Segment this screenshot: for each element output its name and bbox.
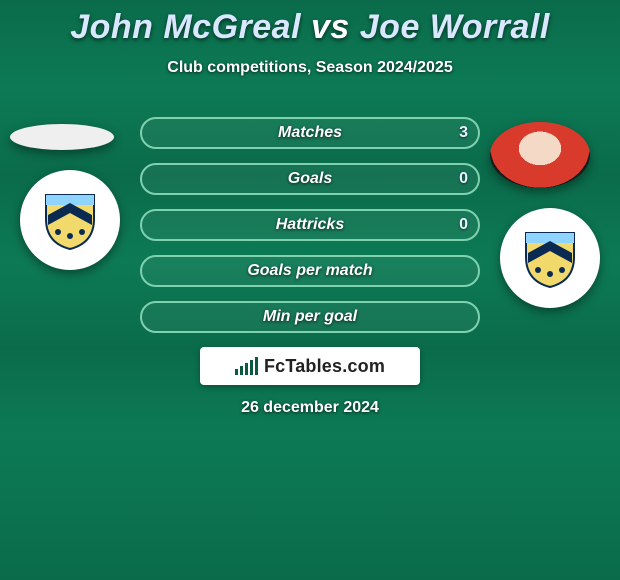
stat-row-hattricks: Hattricks 0 bbox=[140, 209, 480, 241]
shield-icon bbox=[43, 189, 97, 251]
stat-value-right: 0 bbox=[459, 216, 468, 234]
vs-label: vs bbox=[311, 8, 350, 46]
stat-label: Goals per match bbox=[247, 262, 372, 280]
watermark-badge: FcTables.com bbox=[200, 347, 420, 385]
stat-value-right: 0 bbox=[459, 170, 468, 188]
player1-name: John McGreal bbox=[70, 8, 301, 46]
stats-container: Matches 3 Goals 0 Hattricks 0 Goals per … bbox=[140, 117, 480, 333]
stat-label: Goals bbox=[288, 170, 332, 188]
stat-value-right: 3 bbox=[459, 124, 468, 142]
competition-subtitle: Club competitions, Season 2024/2025 bbox=[0, 59, 620, 77]
bar bbox=[250, 360, 253, 375]
bar bbox=[255, 357, 258, 375]
player1-club-crest bbox=[20, 170, 120, 270]
bars-icon bbox=[235, 357, 258, 375]
comparison-title: John McGreal vs Joe Worrall bbox=[0, 0, 620, 47]
player1-avatar bbox=[10, 124, 114, 150]
player2-avatar bbox=[490, 122, 590, 188]
stat-row-goals-per-match: Goals per match bbox=[140, 255, 480, 287]
player2-club-crest bbox=[500, 208, 600, 308]
shield-icon bbox=[523, 227, 577, 289]
watermark-text: FcTables.com bbox=[264, 356, 385, 377]
player2-name: Joe Worrall bbox=[360, 8, 550, 46]
snapshot-date: 26 december 2024 bbox=[0, 399, 620, 417]
stat-label: Hattricks bbox=[276, 216, 344, 234]
bar bbox=[240, 366, 243, 375]
stat-row-matches: Matches 3 bbox=[140, 117, 480, 149]
stat-label: Matches bbox=[278, 124, 342, 142]
stat-row-goals: Goals 0 bbox=[140, 163, 480, 195]
stat-row-min-per-goal: Min per goal bbox=[140, 301, 480, 333]
bar bbox=[235, 369, 238, 375]
bar bbox=[245, 363, 248, 375]
stat-label: Min per goal bbox=[263, 308, 357, 326]
